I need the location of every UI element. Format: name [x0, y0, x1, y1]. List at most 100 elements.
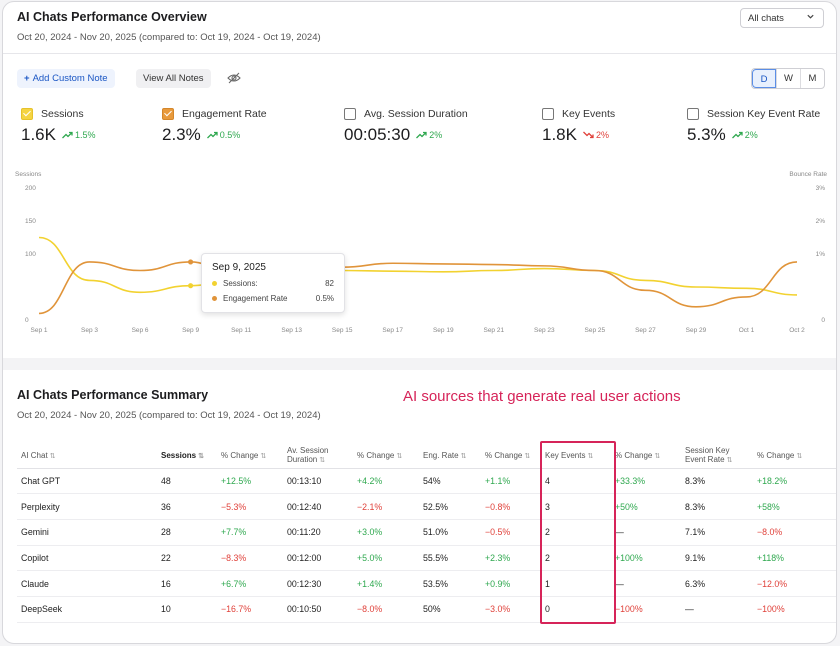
column-header[interactable]: AI Chat ⇅	[17, 444, 157, 469]
granularity-day-button[interactable]: D	[752, 69, 776, 88]
table-cell: +12.5%	[217, 468, 283, 495]
checkbox[interactable]	[542, 108, 554, 120]
granularity-week-button[interactable]: W	[776, 69, 800, 88]
table-cell: 00:10:50	[283, 596, 353, 623]
hover-point[interactable]	[188, 259, 194, 265]
ai-chat-name: Claude	[17, 570, 157, 597]
column-header[interactable]: Session Key Event Rate ⇅	[681, 444, 753, 469]
table-cell: 00:13:10	[283, 468, 353, 495]
table-cell: —	[611, 519, 681, 546]
table-cell: 00:12:30	[283, 570, 353, 597]
series-line-sessions[interactable]	[38, 236, 798, 296]
sessions-engagement-chart[interactable]: Sessions Bounce Rate 200 3% 150 2% 100 1% 0 0 S…	[3, 166, 837, 346]
sort-icon[interactable]: ⇅	[396, 452, 403, 460]
sort-icon[interactable]: ⇅	[319, 457, 326, 465]
table-row[interactable]: Copilot 22 −8.3% 00:12:00 +5.0% 55.5% +2.3% 2 +1…	[17, 545, 836, 572]
table-cell: +33.3%	[611, 468, 681, 495]
column-header[interactable]: Key Events ⇅	[541, 444, 611, 469]
table-cell: +18.2%	[753, 468, 836, 495]
column-header[interactable]: Eng. Rate ⇅	[419, 444, 481, 469]
annotation-text: AI sources that generate real user actio…	[403, 388, 681, 405]
date-range: Oct 20, 2024 - Nov 20, 2025 (compared to…	[17, 32, 321, 43]
column-header[interactable]: % Change ⇅	[217, 444, 283, 469]
ai-chat-name: DeepSeek	[17, 596, 157, 623]
table-cell: +1.4%	[353, 570, 419, 597]
column-header[interactable]: % Change ⇅	[353, 444, 419, 469]
table-cell: +58%	[753, 493, 836, 520]
add-custom-note-button[interactable]: + Add Custom Note	[17, 69, 115, 88]
table-cell: 7.1%	[681, 519, 753, 546]
view-all-notes-button[interactable]: View All Notes	[136, 69, 211, 88]
sort-icon[interactable]: ⇅	[460, 452, 467, 460]
table-cell: 52.5%	[419, 493, 481, 520]
checkbox[interactable]	[21, 108, 33, 120]
sort-icon[interactable]: ⇅	[587, 452, 594, 460]
granularity-month-button[interactable]: M	[800, 69, 824, 88]
column-header[interactable]: % Change ⇅	[753, 444, 836, 469]
table-row[interactable]: Gemini 28 +7.7% 00:11:20 +3.0% 51.0% −0.5% 2—7.…	[17, 519, 836, 546]
column-header[interactable]: Av. Session Duration ⇅	[283, 444, 353, 469]
checkbox[interactable]	[687, 108, 699, 120]
table-cell: 48	[157, 468, 217, 495]
y-axis-right-label: Bounce Rate	[789, 171, 827, 178]
y-tick-label: 200	[25, 185, 36, 192]
checkbox[interactable]	[162, 108, 174, 120]
table-cell: +50%	[611, 493, 681, 520]
table-cell: +3.0%	[353, 519, 419, 546]
column-header[interactable]: Sessions ⇅	[157, 444, 217, 469]
page-title: AI Chats Performance Overview	[17, 10, 207, 24]
table-row[interactable]: Claude 16 +6.7% 00:12:30 +1.4% 53.5% +0.9% 1—6.…	[17, 570, 836, 597]
table-cell: −3.0%	[481, 596, 541, 623]
hover-point[interactable]	[188, 283, 194, 289]
table-cell: 9.1%	[681, 545, 753, 572]
column-header[interactable]: % Change ⇅	[481, 444, 541, 469]
table-cell: 36	[157, 493, 217, 520]
sort-icon[interactable]: ⇅	[524, 452, 531, 460]
sort-icon[interactable]: ⇅	[198, 452, 205, 460]
table-row[interactable]: DeepSeek 10 −16.7% 00:10:50 −8.0% 50% −3.0% 0 −1…	[17, 596, 836, 623]
y-tick-label: 0	[25, 317, 29, 324]
x-tick-label: Sep 19	[433, 327, 454, 334]
x-tick-label: Sep 6	[132, 327, 149, 334]
column-header[interactable]: % Change ⇅	[611, 444, 681, 469]
sort-icon[interactable]: ⇅	[796, 452, 803, 460]
table-cell: −100%	[753, 596, 836, 623]
table-cell: 54%	[419, 468, 481, 495]
tooltip-date: Sep 9, 2025	[212, 262, 266, 273]
sort-icon[interactable]: ⇅	[654, 452, 661, 460]
metric-session-key-event-rate[interactable]: Session Key Event Rate 5.3% 2%	[687, 108, 821, 144]
table-cell: 55.5%	[419, 545, 481, 572]
ai-chat-name: Copilot	[17, 545, 157, 572]
metric-engagement-rate[interactable]: Engagement Rate 2.3% 0.5%	[162, 108, 267, 144]
table-cell: +118%	[753, 545, 836, 572]
ai-chat-name: Chat GPT	[17, 468, 157, 495]
x-tick-label: Sep 9	[182, 327, 199, 334]
table-cell: +1.1%	[481, 468, 541, 495]
metric-key-events[interactable]: Key Events 1.8K 2%	[542, 108, 616, 144]
checkbox[interactable]	[344, 108, 356, 120]
x-tick-label: Sep 15	[332, 327, 353, 334]
series-line-engagement-rate[interactable]	[38, 261, 798, 315]
table-cell: −2.1%	[353, 493, 419, 520]
x-tick-label: Sep 17	[382, 327, 403, 334]
trend-up-icon	[416, 131, 427, 139]
table-cell: 10	[157, 596, 217, 623]
sort-icon[interactable]: ⇅	[260, 452, 267, 460]
metric-sessions[interactable]: Sessions 1.6K 1.5%	[21, 108, 96, 144]
eye-off-icon[interactable]	[227, 72, 241, 84]
table-cell: +7.7%	[217, 519, 283, 546]
sort-icon[interactable]: ⇅	[726, 457, 733, 465]
table-row[interactable]: Chat GPT 48 +12.5% 00:13:10 +4.2% 54% +1.1% 4 +3…	[17, 468, 836, 495]
x-tick-label: Sep 23	[534, 327, 555, 334]
summary-title: AI Chats Performance Summary	[17, 388, 209, 402]
table-cell: +5.0%	[353, 545, 419, 572]
sort-icon[interactable]: ⇅	[49, 452, 56, 460]
table-cell: 00:11:20	[283, 519, 353, 546]
chart-tooltip: Sep 9, 2025 Sessions: 82 Engagement Rate…	[201, 253, 345, 313]
metric-avg-session-duration[interactable]: Avg. Session Duration 00:05:30 2%	[344, 108, 468, 144]
x-tick-label: Sep 3	[81, 327, 98, 334]
chat-filter-select[interactable]: All chats	[740, 8, 824, 28]
table-row[interactable]: Perplexity 36 −5.3% 00:12:40 −2.1% 52.5% −0.8%…	[17, 493, 836, 520]
x-tick-label: Sep 29	[686, 327, 707, 334]
table-cell: −8.3%	[217, 545, 283, 572]
